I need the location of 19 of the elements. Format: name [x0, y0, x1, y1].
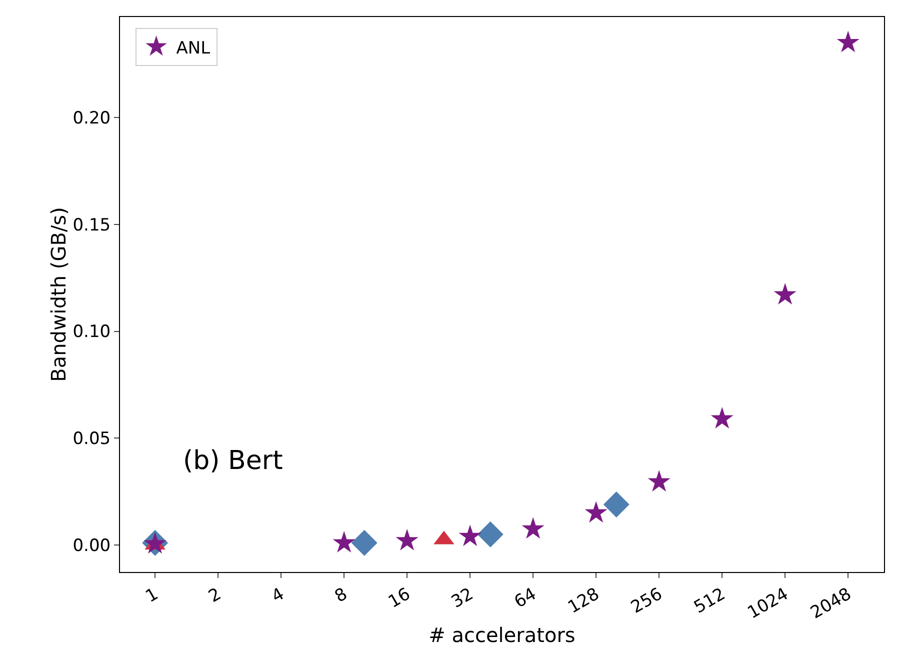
annotation: (b) Bert [183, 446, 283, 476]
x-tick-label: 2 [205, 584, 225, 608]
x-tick-label: 128 [564, 584, 603, 618]
legend-label: ANL [176, 38, 211, 58]
x-tick-label: 512 [690, 584, 729, 618]
y-tick-label: 0.00 [72, 536, 111, 556]
x-tick-label: 8 [331, 584, 351, 608]
y-axis-title: Bandwidth (GB/s) [46, 207, 71, 382]
y-tick-label: 0.15 [72, 215, 111, 236]
x-tick-label: 4 [268, 584, 288, 608]
x-tick-label: 256 [628, 584, 666, 618]
y-tick-label: 0.05 [72, 429, 111, 450]
x-axis-title: # accelerators [428, 623, 576, 647]
y-tick-label: 0.10 [72, 322, 111, 342]
x-tick-label: 16 [385, 584, 414, 612]
x-tick-label: 32 [448, 584, 477, 612]
y-tick-label: 0.20 [72, 108, 111, 128]
x-tick-label: 64 [511, 584, 540, 612]
x-tick-label: 1 [142, 584, 162, 608]
